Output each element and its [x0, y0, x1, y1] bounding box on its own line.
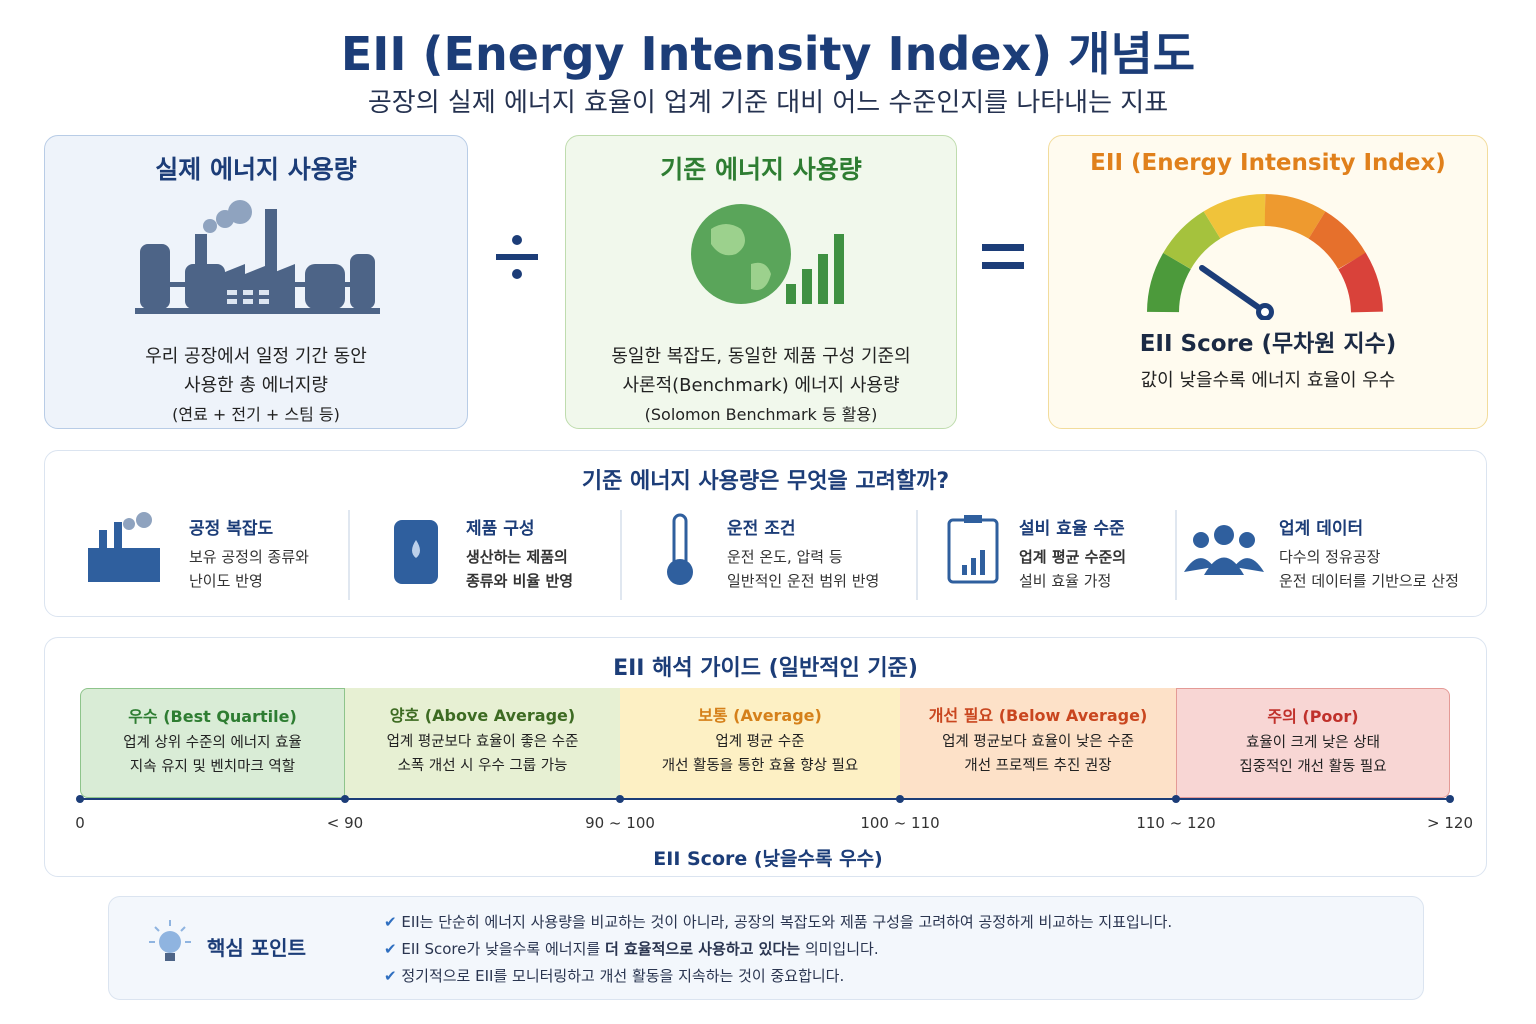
guide-title: EII 해석 가이드 (일반적인 기준) [613, 656, 918, 681]
key-point-text: EII Score가 낮을수록 에너지를 [401, 940, 605, 958]
key-points-panel [108, 896, 1424, 1000]
factor: 운전 조건 운전 온도, 압력 등 일반적인 운전 범위 반영 [727, 514, 879, 593]
band-title: 주의 (Poor) [1267, 707, 1359, 726]
band: 보통 (Average) 업계 평균 수준 개선 활동을 통한 효율 향상 필요 [620, 688, 900, 798]
factor-line: 운전 데이터를 기반으로 산정 [1279, 572, 1459, 590]
standard-line: 동일한 복잡도, 동일한 제품 구성 기준의 [611, 346, 911, 367]
band: 양호 (Above Average) 업계 평균보다 효율이 좋은 수준 소폭 … [345, 688, 620, 798]
actual-title: 실제 에너지 사용량 [155, 155, 357, 184]
factors-title: 기준 에너지 사용량은 무엇을 고려할까? [581, 469, 950, 494]
key-point: ✔︎ EII Score가 낮을수록 에너지를 더 효율적으로 사용하고 있다는… [384, 936, 1172, 963]
globe-icon [691, 204, 844, 304]
bulb-icon [149, 920, 191, 961]
factor: 제품 구성 생산하는 제품의 종류와 비율 반영 [466, 514, 573, 593]
band-title: 양호 (Above Average) [389, 706, 576, 725]
result-box: EII (Energy Intensity Index) EII Score (… [1048, 135, 1488, 429]
factor-line: 난이도 반영 [189, 572, 263, 590]
factor-line: 업계 평균 수준의 [1019, 548, 1127, 566]
band-line: 개선 활동을 통한 효율 향상 필요 [661, 758, 859, 774]
band-title: 우수 (Best Quartile) [128, 707, 297, 726]
key-point-text: EII는 단순히 에너지 사용량을 비교하는 것이 아니라, 공장의 복잡도와 … [401, 913, 1173, 931]
actual-line: 우리 공장에서 일정 기간 동안 [145, 346, 367, 367]
check-icon: ✔︎ [384, 913, 397, 931]
factor: 업계 데이터 다수의 정유공장 운전 데이터를 기반으로 산정 [1279, 514, 1459, 593]
check-icon: ✔︎ [384, 940, 397, 958]
page-title: EII (Energy Intensity Index) 개념도 [340, 27, 1196, 81]
band-line: 업계 평균보다 효율이 좋은 수준 [386, 734, 579, 750]
scale-label: 110 ~ 120 [1136, 814, 1216, 832]
factor-title: 제품 구성 [466, 519, 535, 539]
actual-line: (연료 + 전기 + 스팀 등) [172, 405, 340, 424]
factor: 설비 효율 수준 업계 평균 수준의 설비 효율 가정 [1019, 514, 1126, 593]
factor-icons [88, 510, 1264, 600]
standard-box: 기준 에너지 사용량 동일한 복잡도, 동일한 제품 구성 기준의 사론적(Be… [565, 135, 957, 429]
band: 개선 필요 (Below Average) 업계 평균보다 효율이 낮은 수준 … [900, 688, 1176, 798]
band-line: 효율이 크게 낮은 상태 [1246, 735, 1380, 751]
axis-label: EII Score (낮을수록 우수) [653, 848, 883, 870]
band-line: 개선 프로젝트 추진 권장 [964, 758, 1112, 774]
check-icon: ✔︎ [384, 967, 397, 985]
actual-box: 실제 에너지 사용량 우리 공장에서 일정 기간 동안 사용한 총 에너지량 (… [44, 135, 468, 429]
key-point: ✔︎ 정기적으로 EII를 모니터링하고 개선 활동을 지속하는 것이 중요합니… [384, 963, 1172, 990]
key-points-list: ✔︎ EII는 단순히 에너지 사용량을 비교하는 것이 아니라, 공장의 복잡… [384, 909, 1172, 990]
equals-symbol [982, 244, 1024, 269]
band: 주의 (Poor) 효율이 크게 낮은 상태 집중적인 개선 활동 필요 [1176, 688, 1450, 798]
factor-line: 생산하는 제품의 [466, 548, 568, 566]
band-line: 업계 평균보다 효율이 낮은 수준 [942, 734, 1134, 750]
band-title: 보통 (Average) [698, 706, 822, 725]
factors-panel: 기준 에너지 사용량은 무엇을 고려할까? [44, 450, 1487, 617]
standard-line: 사론적(Benchmark) 에너지 사용량 [622, 375, 900, 396]
scale-label: > 120 [1427, 814, 1473, 832]
key-points-title: 핵심 포인트 [207, 936, 306, 960]
key-point-text: 정기적으로 EII를 모니터링하고 개선 활동을 지속하는 것이 중요합니다. [401, 967, 845, 985]
scale-label: 90 ~ 100 [585, 814, 655, 832]
factor-title: 공정 복잡도 [189, 519, 274, 539]
factor-line: 운전 온도, 압력 등 [727, 548, 843, 566]
key-point-text: 의미입니다. [800, 940, 879, 958]
scale-label: < 90 [326, 814, 364, 832]
standard-title: 기준 에너지 사용량 [660, 155, 862, 184]
band-title: 개선 필요 (Below Average) [928, 706, 1148, 725]
factor-line: 다수의 정유공장 [1279, 548, 1381, 566]
actual-line: 사용한 총 에너지량 [184, 375, 328, 396]
result-note: 값이 낮을수록 에너지 효율이 우수 [1140, 370, 1396, 391]
standard-line: (Solomon Benchmark 등 활용) [644, 405, 878, 424]
band: 우수 (Best Quartile) 업계 상위 수준의 에너지 효율 지속 유… [80, 688, 345, 798]
scale-label: 0 [75, 814, 85, 832]
page-subtitle: 공장의 실제 에너지 효율이 업계 기준 대비 어느 수준인지를 나타내는 지표 [367, 88, 1169, 118]
factor: 공정 복잡도 보유 공정의 종류와 난이도 반영 [189, 514, 309, 593]
result-title: EII (Energy Intensity Index) [1090, 150, 1446, 176]
factor-title: 업계 데이터 [1279, 519, 1364, 539]
band-line: 소폭 개선 시 우수 그룹 가능 [397, 758, 568, 774]
divide-symbol [496, 235, 538, 279]
factory-icon [135, 200, 380, 314]
scale-axis [76, 795, 1454, 803]
key-point: ✔︎ EII는 단순히 에너지 사용량을 비교하는 것이 아니라, 공장의 복잡… [384, 909, 1172, 936]
scale-label: 100 ~ 110 [860, 814, 940, 832]
band-line: 집중적인 개선 활동 필요 [1239, 759, 1387, 775]
key-point-emphasis: 더 효율적으로 사용하고 있다는 [604, 940, 801, 958]
score-label: EII Score (무차원 지수) [1139, 331, 1397, 357]
band-line: 업계 상위 수준의 에너지 효율 [123, 735, 302, 751]
factor-title: 운전 조건 [727, 519, 796, 539]
factor-line: 종류와 비율 반영 [466, 572, 574, 590]
band-line: 업계 평균 수준 [715, 734, 805, 750]
band-line: 지속 유지 및 벤치마크 역할 [129, 759, 296, 775]
factor-line: 일반적인 운전 범위 반영 [727, 572, 880, 590]
factor-title: 설비 효율 수준 [1019, 519, 1125, 539]
gauge-icon [1147, 194, 1383, 320]
factor-line: 설비 효율 가정 [1019, 572, 1112, 590]
factor-line: 보유 공정의 종류와 [189, 548, 309, 566]
